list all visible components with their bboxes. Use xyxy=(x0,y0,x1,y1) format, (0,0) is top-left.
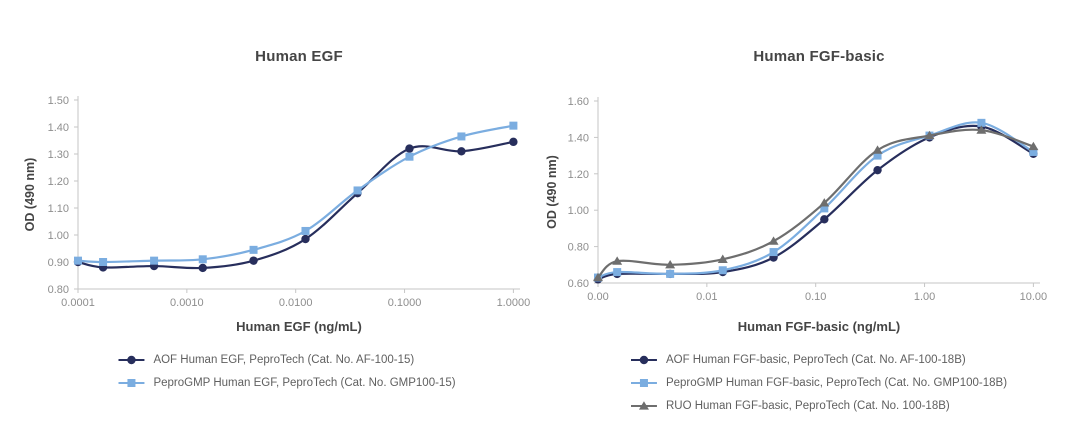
circle-data-marker xyxy=(249,256,258,265)
square-data-marker xyxy=(613,268,622,277)
human-egf-plot-area: 0.0001 0.0010 0.0100 0.1000 1.0000 0.80 0.90 1.… xyxy=(23,95,531,309)
chart-title-human-egf: Human EGF xyxy=(255,48,343,65)
x-axis-label-human-egf: Human EGF (ng/mL) xyxy=(236,319,362,334)
legend-item-label: RUO Human FGF-basic, PeproTech (Cat. No.… xyxy=(665,399,950,412)
series-curve xyxy=(596,124,1035,281)
square-data-marker xyxy=(977,118,986,127)
legend-human-fgf-basic: AOF Human FGF-basic, PeproTech (Cat. No.… xyxy=(630,348,1008,417)
y-tick-label: 0.80 xyxy=(48,284,69,296)
series-curve xyxy=(596,121,1035,279)
triangle-data-marker xyxy=(638,400,649,410)
square-data-marker xyxy=(769,248,778,257)
square-data-marker xyxy=(1029,147,1038,156)
square-data-marker xyxy=(74,256,82,265)
square-data-marker xyxy=(718,266,727,275)
chart-title-human-fgf-basic: Human FGF-basic xyxy=(753,48,885,65)
square-series-marker-icon xyxy=(630,378,657,387)
circle-data-marker xyxy=(639,355,649,364)
circle-data-marker xyxy=(873,165,882,175)
y-tick-label: 1.00 xyxy=(568,205,589,217)
x-tick-label: 1.0000 xyxy=(497,297,531,309)
square-data-marker xyxy=(353,186,362,195)
legend-item-label: AOF Human EGF, PeproTech (Cat. No. AF-10… xyxy=(153,353,415,366)
circle-data-marker xyxy=(457,147,466,156)
y-tick-label: 1.10 xyxy=(48,203,69,215)
square-data-marker xyxy=(457,132,466,141)
triangle-data-marker xyxy=(872,145,883,154)
circle-series-marker-icon xyxy=(630,355,657,364)
legend-item-label: AOF Human FGF-basic, PeproTech (Cat. No.… xyxy=(665,353,966,366)
x-tick-label: 10.00 xyxy=(1020,291,1048,303)
circle-data-marker xyxy=(509,137,518,147)
square-series-marker-icon xyxy=(118,378,145,387)
circle-data-marker xyxy=(820,215,829,224)
triangle-data-marker xyxy=(593,272,603,282)
y-tick-label: 1.00 xyxy=(48,230,69,242)
square-data-marker xyxy=(127,378,136,387)
y-tick-label: 1.30 xyxy=(48,149,69,161)
triangle-data-marker xyxy=(976,125,987,134)
circle-data-marker xyxy=(198,263,207,273)
legend-item: PeproGMP Human EGF, PeproTech (Cat. No. … xyxy=(118,371,456,394)
y-tick-label: 0.60 xyxy=(568,278,589,290)
y-tick-label: 0.80 xyxy=(568,242,589,254)
y-tick-label: 0.90 xyxy=(48,257,69,269)
y-tick-label: 1.50 xyxy=(48,95,69,107)
x-tick-label: 0.10 xyxy=(805,291,826,303)
square-data-marker xyxy=(666,269,675,278)
human-fgf-basic-plot-area: 0.00 0.01 0.10 1.00 10.00 0.60 0.80 1.00 1.20 1.4… xyxy=(545,96,1048,303)
y-tick-label: 1.20 xyxy=(568,169,589,181)
series-curve xyxy=(596,128,1035,279)
square-data-marker xyxy=(639,378,648,387)
circle-data-marker xyxy=(301,234,310,244)
square-data-marker xyxy=(820,204,829,213)
x-tick-label: 0.0010 xyxy=(170,297,204,309)
triangle-data-marker xyxy=(768,236,779,245)
triangle-data-marker xyxy=(819,198,830,207)
square-data-marker xyxy=(873,151,882,160)
x-tick-label: 1.00 xyxy=(914,291,935,303)
y-axis-label: OD (490 nm) xyxy=(545,155,559,229)
triangle-data-marker xyxy=(665,260,676,269)
square-data-marker xyxy=(99,258,108,266)
square-data-marker xyxy=(150,256,159,265)
x-tick-label: 0.00 xyxy=(587,291,608,303)
legend-item: AOF Human FGF-basic, PeproTech (Cat. No.… xyxy=(630,348,966,371)
circle-data-marker xyxy=(405,144,414,153)
series-curve xyxy=(76,140,515,270)
legend-item: PeproGMP Human FGF-basic, PeproTech (Cat… xyxy=(630,371,1008,394)
triangle-series-marker-icon xyxy=(630,400,657,410)
chart-human-egf: 0.0001 0.0010 0.0100 0.1000 1.0000 0.80 0.90 1.… xyxy=(23,48,531,394)
square-data-marker xyxy=(405,152,414,161)
triangle-data-marker xyxy=(1028,141,1039,151)
legend-item-label: PeproGMP Human EGF, PeproTech (Cat. No. … xyxy=(153,376,456,389)
legend-human-egf: AOF Human EGF, PeproTech (Cat. No. AF-10… xyxy=(118,348,456,394)
legend-item: RUO Human FGF-basic, PeproTech (Cat. No.… xyxy=(630,394,950,417)
x-tick-label: 0.1000 xyxy=(388,297,422,309)
chart-human-fgf-basic: 0.00 0.01 0.10 1.00 10.00 0.60 0.80 1.00 1.20 1.4… xyxy=(540,0,1080,426)
y-tick-label: 1.40 xyxy=(48,122,69,134)
x-tick-label: 0.01 xyxy=(696,291,717,303)
triangle-data-marker xyxy=(717,254,728,263)
square-data-marker xyxy=(249,245,258,254)
circle-series-marker-icon xyxy=(118,355,145,364)
x-tick-label: 0.0001 xyxy=(61,297,95,309)
y-axis-label: OD (490 nm) xyxy=(23,158,37,232)
square-data-marker xyxy=(198,255,207,264)
triangle-data-marker xyxy=(924,130,935,140)
y-tick-label: 1.20 xyxy=(48,176,69,188)
y-tick-label: 1.60 xyxy=(568,96,589,108)
square-data-marker xyxy=(509,121,518,130)
x-tick-label: 0.0100 xyxy=(279,297,313,309)
legend-item: AOF Human EGF, PeproTech (Cat. No. AF-10… xyxy=(118,348,414,371)
triangle-data-marker xyxy=(612,256,623,265)
y-tick-label: 1.40 xyxy=(568,132,589,144)
series-curve xyxy=(76,124,515,264)
square-data-marker xyxy=(301,226,310,235)
circle-data-marker xyxy=(127,355,136,364)
legend-item-label: PeproGMP Human FGF-basic, PeproTech (Cat… xyxy=(665,376,1008,389)
x-axis-label-human-fgf-basic: Human FGF-basic (ng/mL) xyxy=(737,319,901,334)
